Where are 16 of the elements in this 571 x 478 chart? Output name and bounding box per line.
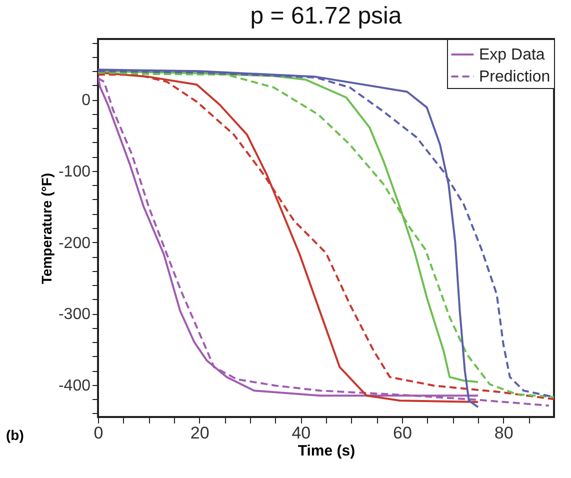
x-tick-label: 40 — [292, 424, 311, 442]
x-tick-label: 80 — [494, 424, 514, 442]
x-axis-title: Time (s) — [298, 442, 356, 460]
x-tick-label: 60 — [393, 424, 412, 442]
chart-title: p = 61.72 psia — [250, 2, 402, 30]
legend-label: Exp Data — [479, 46, 545, 64]
y-axis-title: Temperature (°F) — [38, 172, 54, 284]
y-tick-label: 0 — [82, 92, 91, 110]
text: (b) — [6, 427, 24, 443]
y-tick-label: -200 — [58, 234, 91, 252]
legend-label: Prediction — [479, 68, 550, 86]
y-tick-label: -300 — [58, 306, 91, 324]
y-tick-label: -100 — [58, 163, 91, 180]
x-tick-label: 20 — [190, 424, 210, 442]
x-tick-label: 0 — [94, 424, 104, 442]
y-tick-label: -400 — [58, 377, 91, 394]
